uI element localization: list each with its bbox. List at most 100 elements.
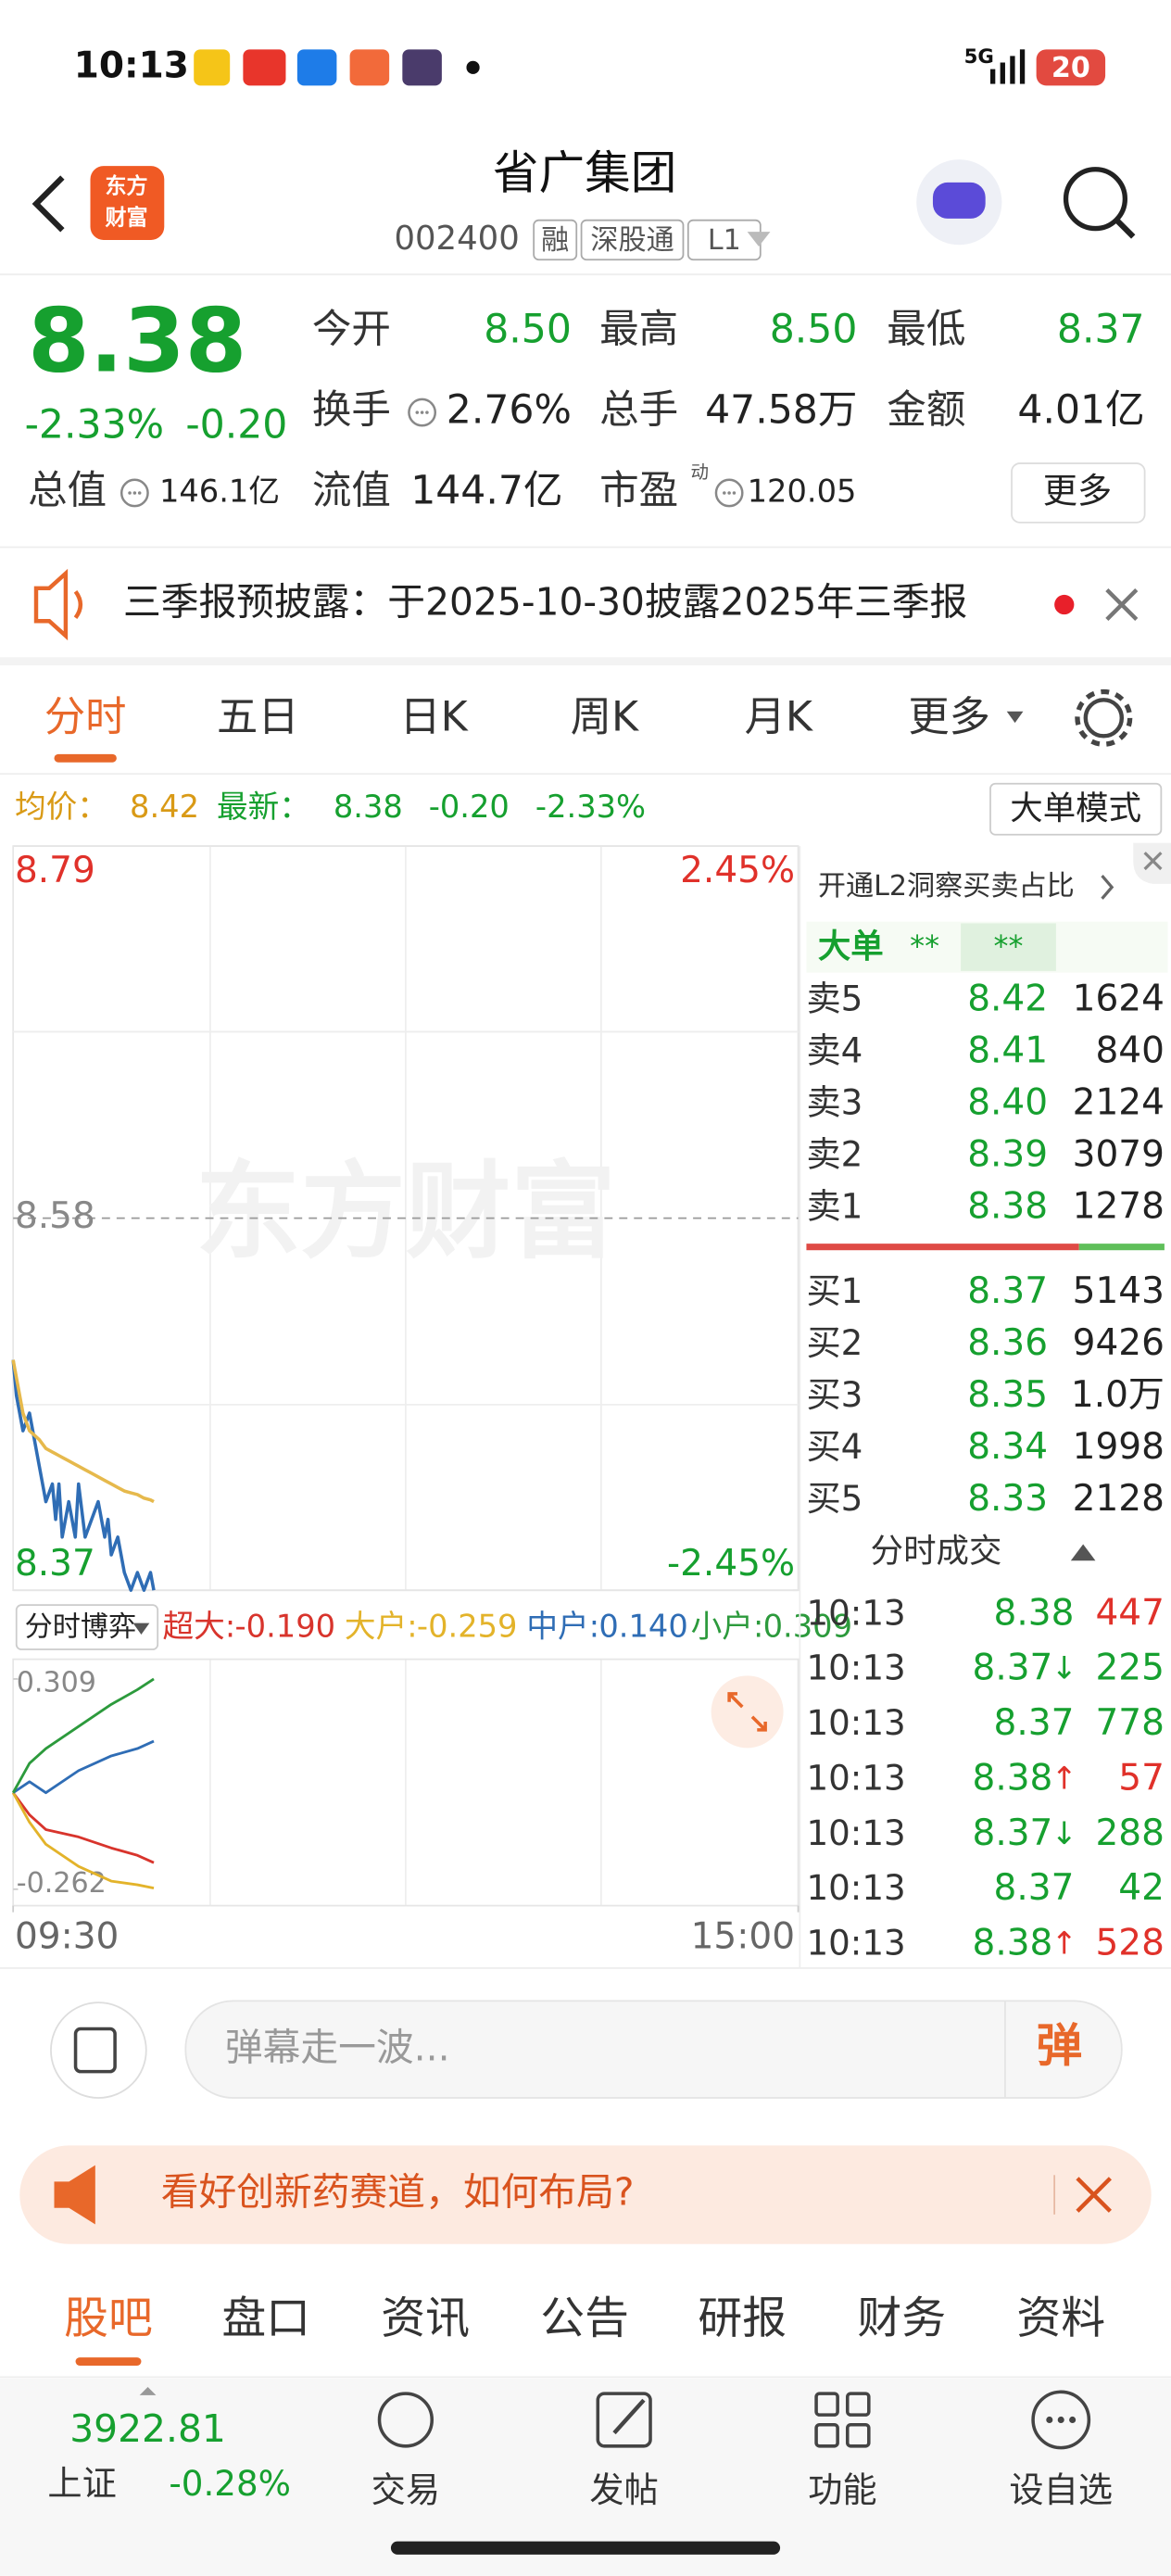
period-tab[interactable]: 周K [571, 694, 639, 741]
promo-text[interactable]: 看好创新药赛道，如何布局? [161, 2170, 635, 2215]
nav-label[interactable]: 交易 [371, 2469, 440, 2510]
content-tab[interactable]: 盘口 [221, 2293, 310, 2344]
danmu-settings[interactable] [50, 2001, 147, 2099]
field-value: 47.58万 [705, 388, 857, 434]
info-icon[interactable] [714, 478, 744, 508]
nav-label[interactable]: 发帖 [589, 2469, 658, 2510]
expand-button[interactable] [711, 1675, 784, 1749]
ratio-bar-buy [1078, 1244, 1165, 1251]
index-value[interactable]: 3922.81 [69, 2406, 226, 2451]
field-note: 动 [690, 461, 709, 483]
content-tab[interactable]: 公告 [540, 2293, 629, 2344]
trade-arrow: ↑ [1051, 1926, 1077, 1962]
bid-price: 8.37 [967, 1270, 1048, 1312]
nav-label[interactable]: 设自选 [1009, 2469, 1113, 2510]
period-tab[interactable]: 月K [745, 694, 813, 741]
nav-icon[interactable] [596, 2392, 652, 2448]
x-tick-label: 15:00 [691, 1916, 795, 1958]
info-icon[interactable] [120, 478, 149, 508]
period-tab[interactable]: 分时 [44, 694, 127, 741]
subchart-selector[interactable] [15, 1604, 159, 1650]
nav-icon[interactable] [845, 2422, 871, 2448]
nav-icon[interactable] [814, 2422, 839, 2448]
index-name[interactable]: 上证 [47, 2463, 116, 2504]
nav-icon[interactable] [814, 2392, 839, 2417]
close-notice[interactable] [1105, 587, 1139, 622]
mode-button-label[interactable]: 大单模式 [1010, 789, 1141, 827]
y-tick-label: 8.37 [15, 1543, 95, 1585]
bid-price: 8.36 [967, 1322, 1048, 1364]
legend-separator: : [407, 1608, 417, 1644]
legend-separator: : [753, 1608, 763, 1644]
danmu-input[interactable] [184, 2000, 1123, 2099]
signal [989, 49, 1026, 84]
period-tab[interactable]: 五日 [217, 694, 299, 741]
nav-label[interactable]: 功能 [808, 2469, 876, 2510]
nav-icon[interactable] [612, 2398, 646, 2435]
app-icon [243, 49, 286, 86]
y-tick-label: 8.79 [15, 850, 95, 891]
nav-icon[interactable] [1057, 2416, 1064, 2423]
close-promo[interactable] [1076, 2177, 1112, 2213]
back-button[interactable] [31, 175, 65, 233]
nav-icon[interactable] [1046, 2416, 1053, 2423]
tag-box [533, 219, 578, 261]
legend-value: -0.259 [417, 1608, 518, 1644]
field-label: 总值 [28, 468, 107, 513]
sort-icon [1070, 1544, 1096, 1561]
more-button[interactable] [1011, 462, 1146, 524]
promo-banner[interactable] [19, 2145, 1152, 2244]
battery-level: 20 [1051, 52, 1090, 84]
trades-title[interactable]: 分时成交 [871, 1532, 1002, 1570]
trade-arrow: ↓ [1051, 1650, 1077, 1686]
period-tab[interactable]: 更多 [908, 694, 990, 741]
search-icon[interactable] [1063, 167, 1128, 232]
settings-icon[interactable] [1083, 698, 1125, 739]
content-tab[interactable]: 资讯 [381, 2293, 470, 2344]
field-label: 市盈 [599, 468, 678, 513]
danmu-button[interactable]: 弹 [1037, 2018, 1083, 2072]
nav-icon[interactable] [1031, 2390, 1091, 2450]
period-tabs: 分时 五日 日K 周K 月K 更多 [44, 694, 1024, 763]
bid-label: 买3 [806, 1374, 863, 1415]
quote-fields: 今开 8.50 最高 8.50 最低 8.37 换手 2.76% 总手 47.58万 金额 4.01亿… [28, 308, 1144, 514]
index-change[interactable]: -0.28% [169, 2463, 291, 2504]
notice-text[interactable]: 三季报预披露：于2025-10-30披露2025年三季报 [123, 580, 967, 625]
mode-button[interactable] [989, 782, 1163, 836]
bid-label: 买1 [806, 1270, 863, 1311]
trade-volume: 778 [1095, 1702, 1164, 1744]
tab-underline [54, 753, 117, 763]
nav-icon[interactable] [377, 2392, 434, 2448]
nav-icon[interactable] [845, 2392, 871, 2417]
subchart-title[interactable]: 分时博弈 [25, 1610, 136, 1643]
series-line [11, 1359, 156, 1592]
expand-icon [727, 1692, 767, 1732]
content-tab[interactable]: 资料 [1016, 2293, 1105, 2344]
tag: L1 [708, 224, 741, 257]
info-icon[interactable] [408, 398, 437, 427]
trade-time: 10:13 [806, 1923, 905, 1964]
legend-value: 0.140 [598, 1608, 687, 1644]
trade-arrow: ↑ [1051, 1760, 1077, 1796]
content-tab[interactable]: 研报 [698, 2293, 787, 2344]
more-button-label[interactable]: 更多 [1043, 470, 1112, 511]
series-line [11, 1792, 155, 1890]
bid-volume: 1.0万 [1071, 1374, 1165, 1416]
series-line [11, 1359, 155, 1504]
latest-label: 最新： [217, 789, 310, 825]
legend-name: 中户 [526, 1608, 588, 1644]
l2-banner[interactable]: 开通L2洞察买卖占比 [818, 870, 1075, 903]
content-tab[interactable]: 财务 [857, 2293, 946, 2344]
tag: 深股通 [590, 224, 674, 257]
dropdown[interactable] [747, 232, 771, 247]
trade-time: 10:13 [806, 1648, 905, 1688]
trade-volume: 288 [1095, 1812, 1164, 1854]
period-tab[interactable]: 日K [399, 694, 468, 741]
danmu-placeholder[interactable]: 弹幕走一波... [225, 2026, 450, 2070]
nav-icon[interactable] [1069, 2416, 1077, 2423]
content-tab[interactable]: 股吧 [64, 2293, 153, 2344]
tag-box [580, 219, 685, 261]
speaker-icon [33, 568, 69, 641]
ask-label: 卖5 [806, 978, 863, 1018]
